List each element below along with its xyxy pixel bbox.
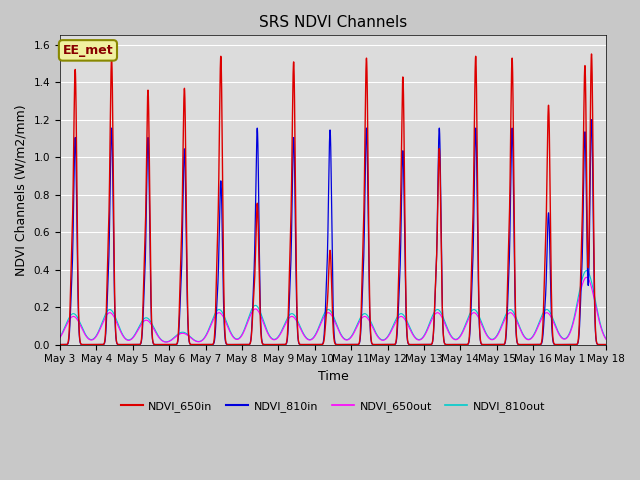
Line: NDVI_650out: NDVI_650out xyxy=(60,277,606,342)
NDVI_650out xyxy=(529,333,537,339)
NDVI_810out xyxy=(529,332,537,338)
Legend: NDVI_650in, NDVI_810in, NDVI_650out, NDVI_810out: NDVI_650in, NDVI_810in, NDVI_650out, NDV… xyxy=(116,396,550,416)
NDVI_650in xyxy=(345,342,353,348)
NDVI_650out xyxy=(116,326,124,332)
NDVI_650in xyxy=(56,342,64,348)
NDVI_810in xyxy=(588,117,595,122)
Title: SRS NDVI Channels: SRS NDVI Channels xyxy=(259,15,407,30)
NDVI_650out xyxy=(602,336,610,342)
NDVI_810out xyxy=(345,336,353,342)
NDVI_650in xyxy=(187,342,195,348)
NDVI_650out xyxy=(188,335,195,341)
Line: NDVI_650in: NDVI_650in xyxy=(60,54,606,345)
NDVI_650in xyxy=(602,342,610,348)
Y-axis label: NDVI Channels (W/m2/mm): NDVI Channels (W/m2/mm) xyxy=(15,104,28,276)
Text: EE_met: EE_met xyxy=(63,44,113,57)
NDVI_650in xyxy=(588,51,595,57)
NDVI_810out xyxy=(176,330,184,336)
NDVI_810in xyxy=(345,342,353,348)
NDVI_650in xyxy=(176,293,184,299)
NDVI_650out xyxy=(56,335,64,341)
NDVI_650out xyxy=(345,336,353,342)
NDVI_650in xyxy=(116,342,124,348)
NDVI_810out xyxy=(188,335,195,340)
NDVI_810out xyxy=(116,324,124,330)
NDVI_810in xyxy=(116,342,124,348)
NDVI_810out xyxy=(582,268,590,274)
NDVI_650in xyxy=(529,342,537,348)
NDVI_650out xyxy=(163,339,170,345)
NDVI_810in xyxy=(529,342,537,348)
NDVI_810in xyxy=(602,342,610,348)
NDVI_650out xyxy=(176,331,184,337)
NDVI_650out xyxy=(74,317,81,323)
NDVI_810in xyxy=(176,311,184,317)
NDVI_810out xyxy=(74,314,81,320)
NDVI_810out xyxy=(602,336,610,342)
NDVI_810out xyxy=(163,339,170,345)
NDVI_650in xyxy=(344,342,352,348)
NDVI_650in xyxy=(74,221,81,227)
Line: NDVI_810out: NDVI_810out xyxy=(60,271,606,342)
NDVI_810out xyxy=(56,334,64,340)
Line: NDVI_810in: NDVI_810in xyxy=(60,120,606,345)
NDVI_810in xyxy=(563,342,570,348)
NDVI_650out xyxy=(582,275,590,280)
NDVI_810in xyxy=(56,342,64,348)
NDVI_810in xyxy=(187,342,195,348)
X-axis label: Time: Time xyxy=(317,370,348,383)
NDVI_810in xyxy=(74,251,81,256)
